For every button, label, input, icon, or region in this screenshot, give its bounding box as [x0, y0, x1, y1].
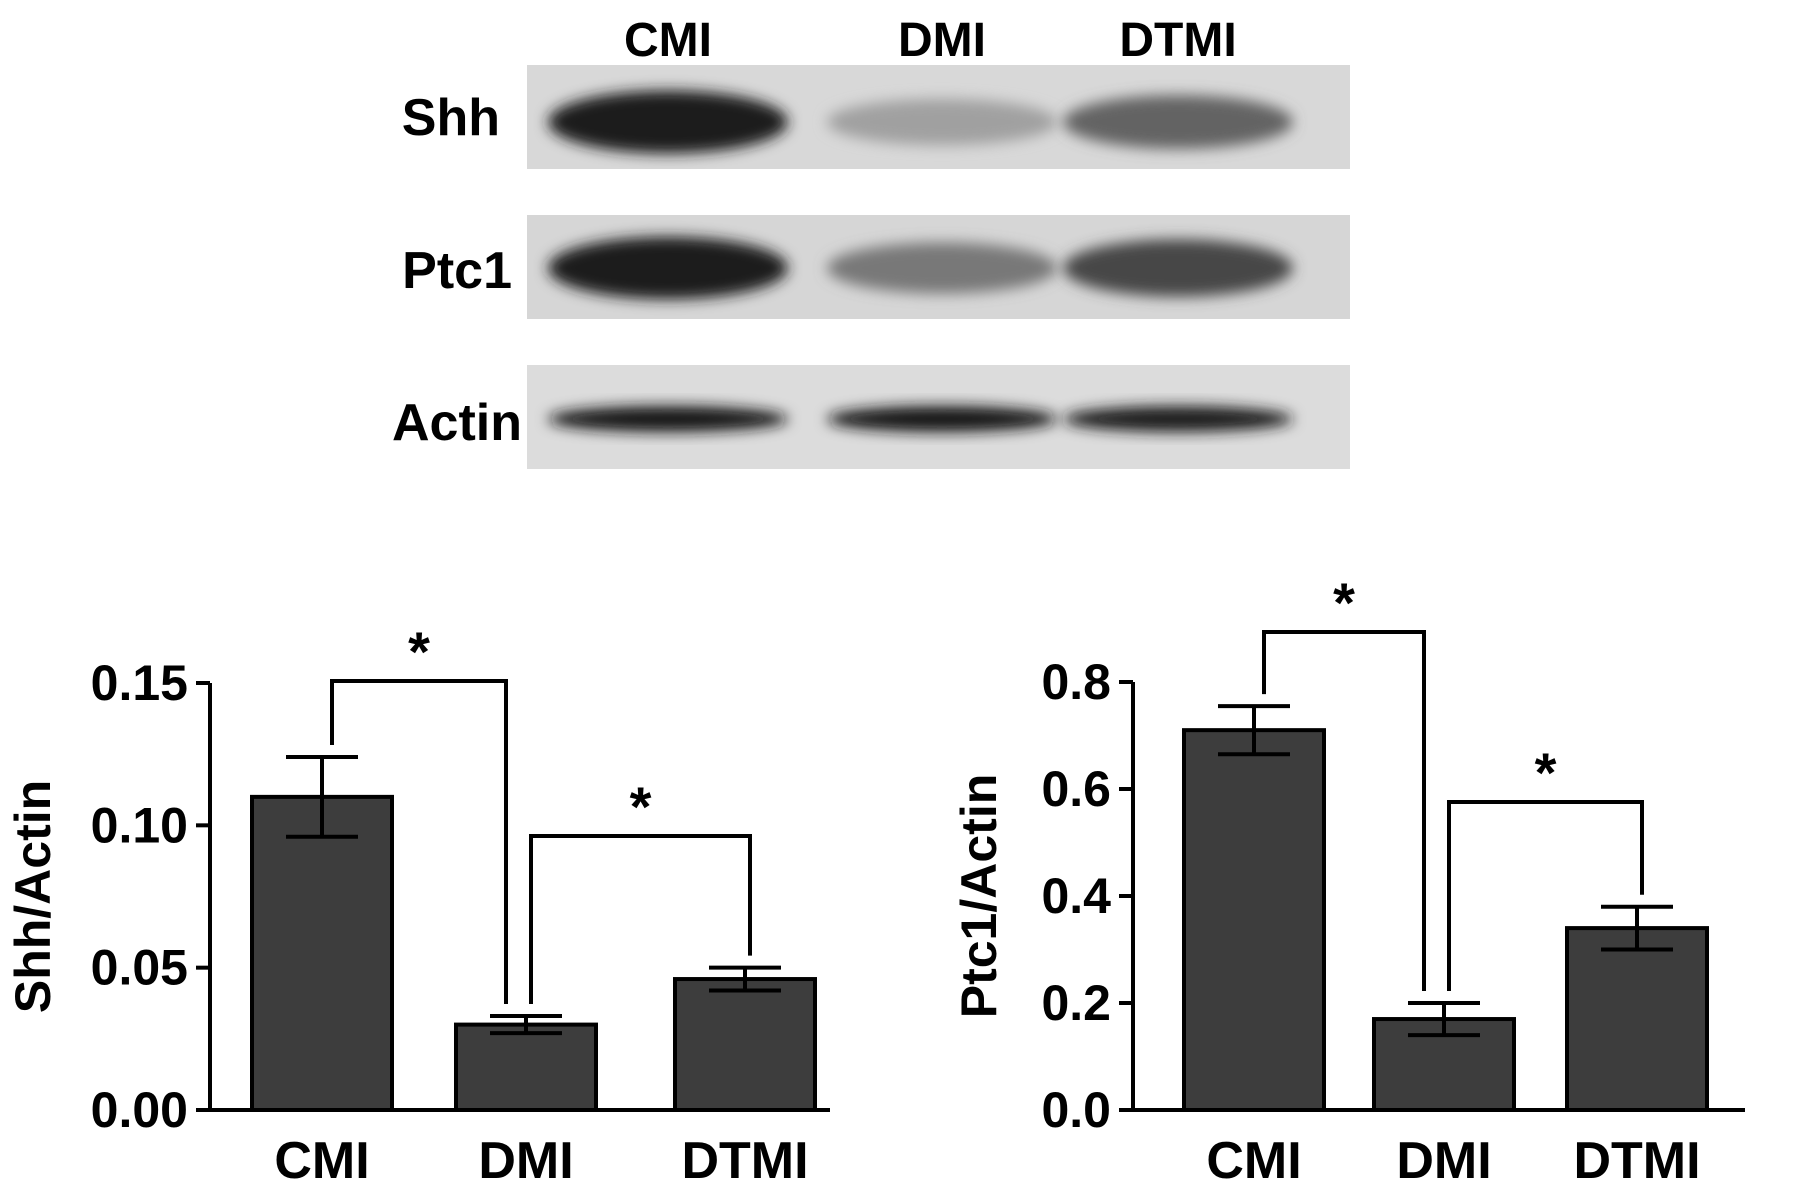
row-label-ptc1: Ptc1	[402, 242, 512, 300]
significance-bracket: *	[1262, 571, 1426, 991]
error-bar-dmi	[1408, 1001, 1480, 1038]
bar-dmi	[454, 1022, 598, 1113]
x-tick-label-cmi: CMI	[1206, 1132, 1301, 1190]
significance-bracket: *	[529, 775, 752, 1005]
y-tick-label: 0.10	[91, 797, 188, 853]
y-tick-label: 0.6	[1041, 761, 1111, 817]
blot-strip-ptc1	[527, 215, 1350, 319]
y-tick-label: 0.15	[91, 655, 188, 711]
significance-star: *	[1333, 571, 1355, 634]
x-tick-label-dmi: DMI	[1396, 1132, 1491, 1190]
blot-band-actin-cmi	[548, 406, 788, 432]
lane-label-cmi: CMI	[624, 14, 712, 67]
bar-cmi	[250, 794, 394, 1112]
row-label-shh: Shh	[402, 89, 500, 147]
bar-cmi	[1182, 728, 1326, 1112]
x-tick-label-dmi: DMI	[478, 1132, 573, 1190]
y-tick-label: 0.0	[1041, 1082, 1111, 1138]
significance-star: *	[1535, 741, 1557, 804]
error-bar-dtmi	[1601, 904, 1673, 952]
lane-label-dtmi: DTMI	[1119, 14, 1236, 67]
x-tick-label-dtmi: DTMI	[681, 1132, 808, 1190]
y-tick-label: 0.05	[91, 940, 188, 996]
blot-band-actin-dmi	[827, 406, 1057, 432]
ptc1-actin-chart: Ptc1/Actin 0.0 0.2 0.4 0.6 0.8 CMI DMI DTMI * *	[951, 571, 1745, 1190]
bar-dtmi	[673, 977, 817, 1113]
blot-band-shh-cmi	[548, 90, 788, 154]
y-tick-label: 0.00	[91, 1082, 188, 1138]
blot-band-shh-dtmi	[1063, 95, 1293, 149]
error-bar-cmi	[1218, 704, 1290, 757]
bar-dtmi	[1565, 926, 1709, 1112]
blot-band-ptc1-dtmi	[1063, 239, 1293, 297]
x-tick-label-cmi: CMI	[274, 1132, 369, 1190]
significance-star: *	[630, 775, 652, 838]
blot-band-shh-dmi	[827, 98, 1057, 146]
error-bar-dtmi	[709, 965, 781, 993]
significance-bracket: *	[330, 620, 508, 1005]
y-tick-label: 0.2	[1041, 975, 1111, 1031]
y-axis-label: Ptc1/Actin	[951, 774, 1007, 1019]
western-blot-panel: CMI DMI DTMI Shh Ptc1 Actin	[392, 14, 1350, 469]
significance-star: *	[408, 620, 430, 683]
blot-band-ptc1-dmi	[827, 242, 1057, 294]
row-label-actin: Actin	[392, 394, 522, 452]
blot-strip-shh	[527, 65, 1350, 169]
error-bar-cmi	[286, 755, 358, 839]
blot-band-actin-dtmi	[1063, 406, 1293, 432]
y-tick-label: 0.4	[1041, 868, 1111, 924]
error-bar-dmi	[490, 1014, 562, 1036]
x-tick-label-dtmi: DTMI	[1573, 1132, 1700, 1190]
lane-label-dmi: DMI	[898, 14, 986, 67]
y-tick-label: 0.8	[1041, 654, 1111, 710]
blot-strip-actin	[527, 365, 1350, 469]
y-axis-label: Shh/Actin	[5, 780, 61, 1013]
blot-band-ptc1-cmi	[548, 236, 788, 300]
shh-actin-chart: Shh/Actin 0.00 0.05 0.10 0.15 CMI DMI DTMI * *	[5, 620, 830, 1190]
significance-bracket: *	[1447, 741, 1644, 991]
